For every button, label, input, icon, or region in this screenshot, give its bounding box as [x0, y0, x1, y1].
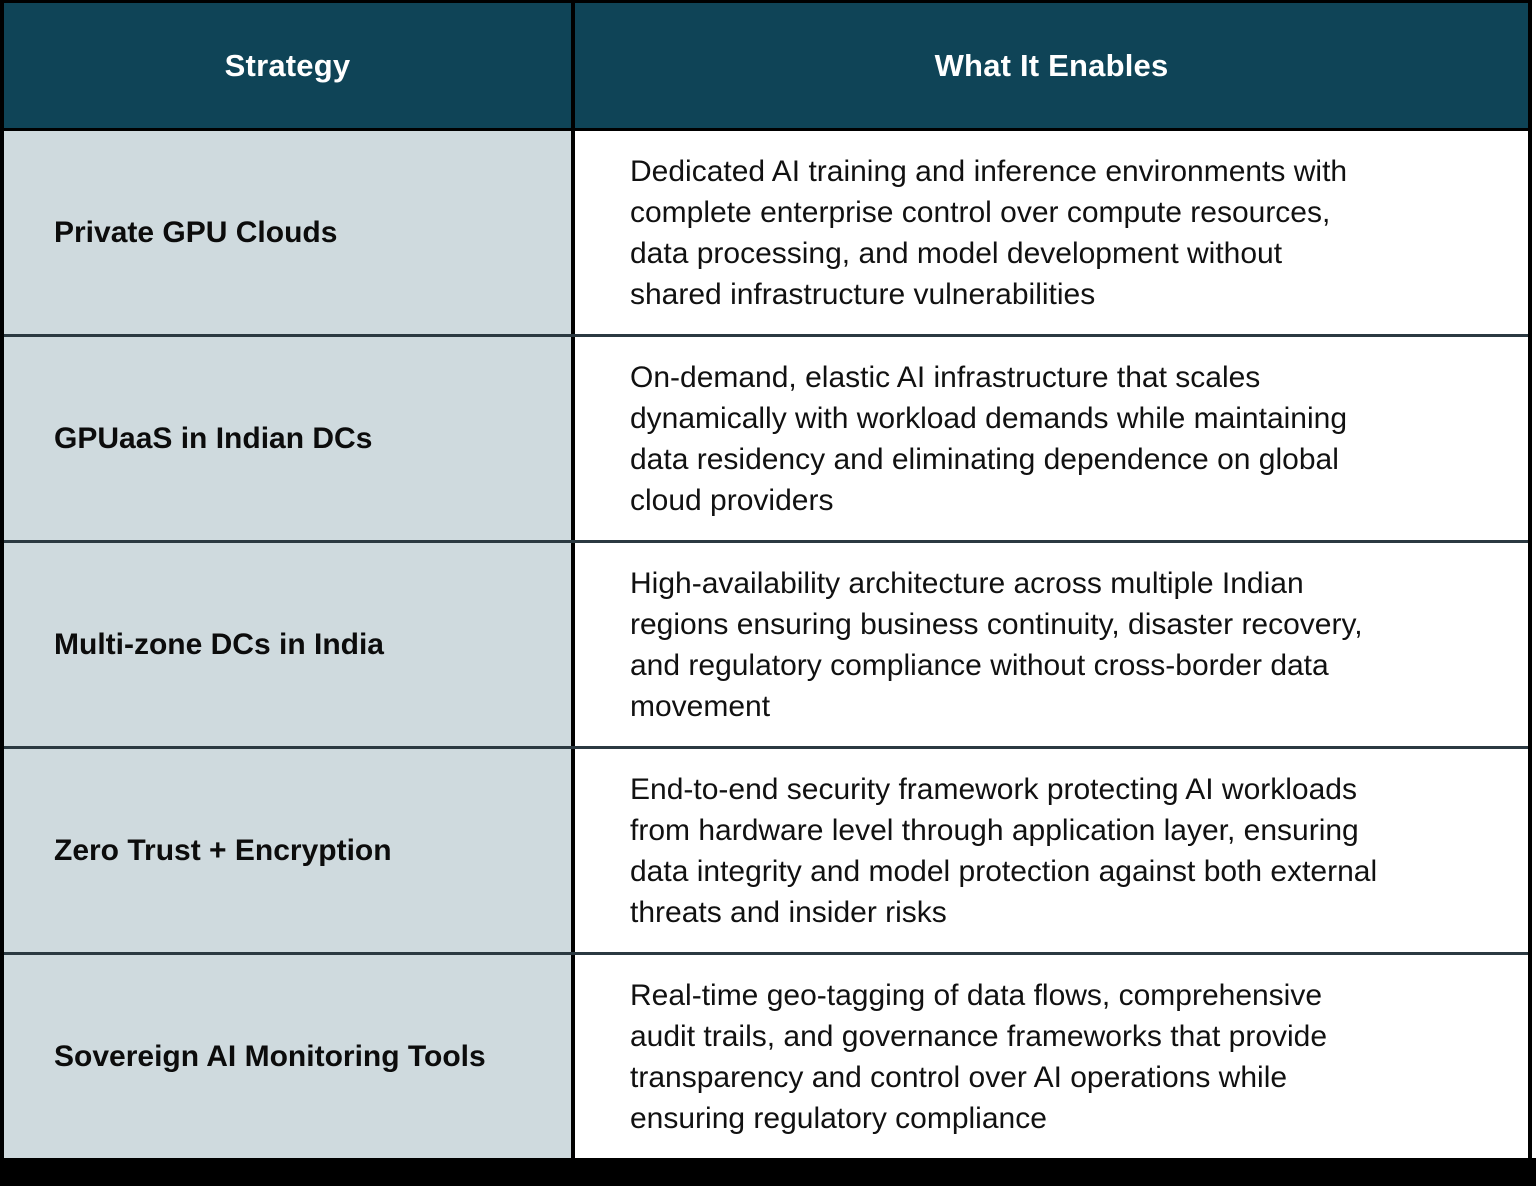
table-row: Sovereign AI Monitoring Tools Real-time …: [4, 952, 1528, 1158]
column-header-strategy: Strategy: [4, 3, 575, 128]
strategy-label: Sovereign AI Monitoring Tools: [54, 1039, 486, 1073]
column-header-strategy-label: Strategy: [224, 47, 351, 83]
enables-cell: End-to-end security framework protecting…: [575, 749, 1528, 952]
table-row: Multi-zone DCs in India High-availabilit…: [4, 540, 1528, 746]
strategy-cell: GPUaaS in Indian DCs: [4, 337, 575, 540]
enables-text: On-demand, elastic AI infrastructure tha…: [630, 360, 1348, 517]
table-row: Private GPU Clouds Dedicated AI training…: [4, 128, 1528, 334]
enables-cell: On-demand, elastic AI infrastructure tha…: [575, 337, 1528, 540]
strategy-cell: Multi-zone DCs in India: [4, 543, 575, 746]
strategy-cell: Private GPU Clouds: [4, 131, 575, 334]
enables-text: Dedicated AI training and inference envi…: [630, 154, 1348, 311]
enables-cell: High-availability architecture across mu…: [575, 543, 1528, 746]
table-row: Zero Trust + Encryption End-to-end secur…: [4, 746, 1528, 952]
table-row: GPUaaS in Indian DCs On-demand, elastic …: [4, 334, 1528, 540]
enables-text: End-to-end security framework protecting…: [630, 772, 1378, 929]
header-row: Strategy What It Enables: [4, 3, 1528, 128]
strategy-cell: Sovereign AI Monitoring Tools: [4, 955, 575, 1158]
enables-cell: Dedicated AI training and inference envi…: [575, 131, 1528, 334]
strategy-label: Multi-zone DCs in India: [54, 627, 384, 661]
enables-cell: Real-time geo-tagging of data flows, com…: [575, 955, 1528, 1158]
strategy-label: Private GPU Clouds: [54, 215, 338, 249]
bottom-black-bar: [0, 1158, 1536, 1186]
strategy-cell: Zero Trust + Encryption: [4, 749, 575, 952]
column-header-enables: What It Enables: [575, 3, 1528, 128]
strategy-label: GPUaaS in Indian DCs: [54, 421, 373, 455]
column-header-enables-label: What It Enables: [934, 47, 1169, 83]
strategy-table: Strategy What It Enables Private GPU Clo…: [0, 0, 1532, 1158]
enables-text: High-availability architecture across mu…: [630, 566, 1363, 723]
enables-text: Real-time geo-tagging of data flows, com…: [630, 978, 1328, 1135]
strategy-label: Zero Trust + Encryption: [54, 833, 392, 867]
